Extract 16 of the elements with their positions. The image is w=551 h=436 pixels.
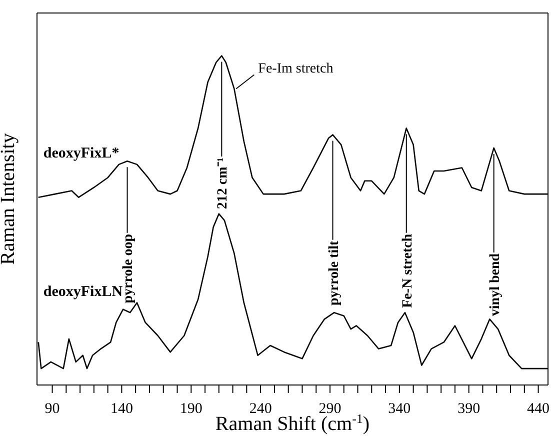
x-tick-label: 390 bbox=[458, 401, 480, 417]
annotation: 212 cm⁻¹ bbox=[216, 158, 231, 210]
series-label: deoxyFixL* bbox=[43, 145, 120, 162]
series-label: deoxyFixLN bbox=[43, 284, 123, 300]
annotation: Fe-N stretch bbox=[400, 234, 416, 308]
x-tick-label: 440 bbox=[527, 401, 550, 417]
x-tick-label: 240 bbox=[249, 401, 272, 417]
x-tick-label: 140 bbox=[110, 401, 133, 417]
x-tick-label: 90 bbox=[44, 401, 60, 417]
annotation: Fe-Im stretch bbox=[258, 62, 334, 77]
annotation: vinyl bend bbox=[488, 253, 503, 316]
annotation: pyrrole oop bbox=[121, 234, 136, 304]
y-axis-title: Raman Intensity bbox=[0, 133, 19, 265]
x-tick-label: 340 bbox=[388, 401, 411, 417]
x-tick-label: 190 bbox=[180, 401, 202, 417]
annotation: pyrrole tilt bbox=[326, 240, 342, 306]
